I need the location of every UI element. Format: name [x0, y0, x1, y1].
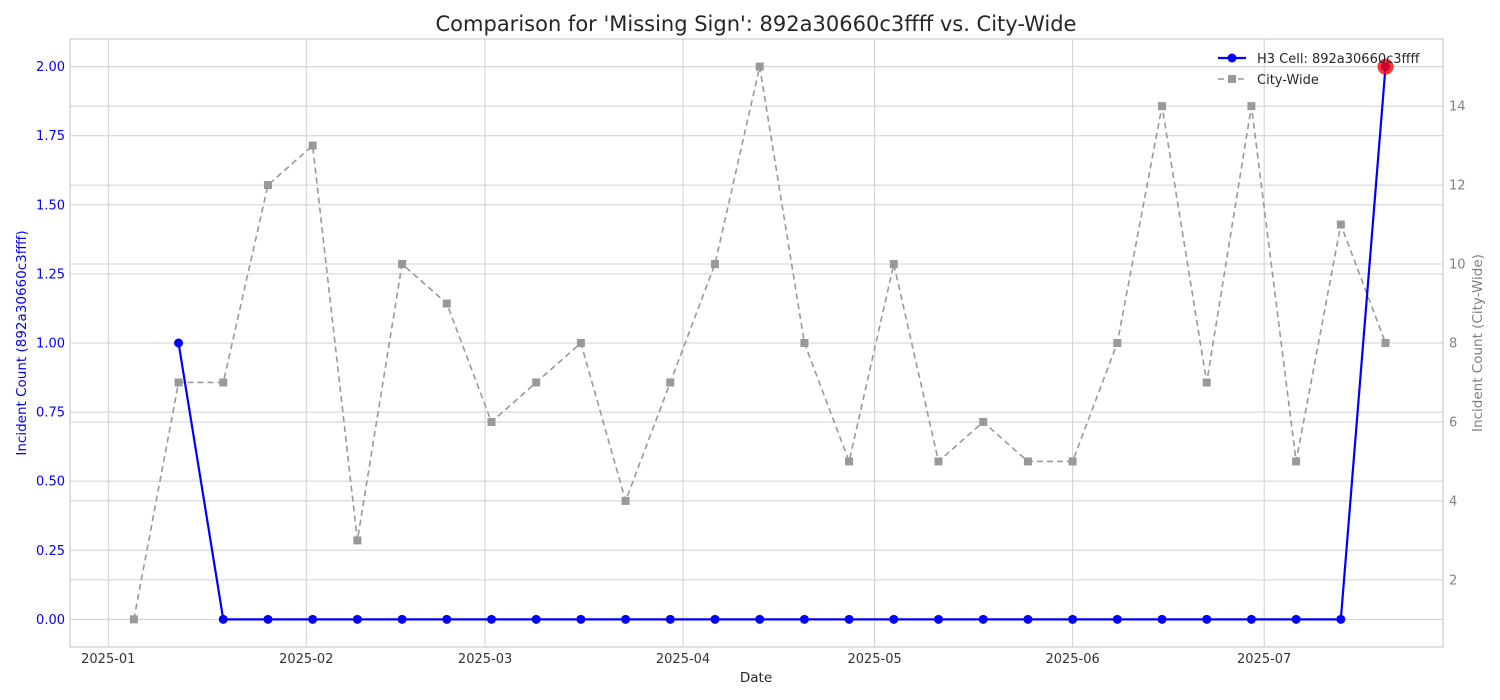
y-right-tick-label: 14	[1449, 100, 1466, 115]
legend-marker-city-wide	[1228, 75, 1236, 83]
h3-cell-point	[710, 614, 720, 624]
y-left-tick-label: 1.00	[36, 337, 65, 352]
city-wide-point	[442, 299, 451, 308]
x-tick-label: 2025-02	[279, 652, 333, 667]
y-left-tick-label: 1.25	[36, 267, 65, 282]
city-wide-point	[1023, 457, 1032, 466]
city-wide-point	[979, 417, 988, 426]
series-layer	[129, 58, 1394, 624]
y-right-tick-label: 12	[1449, 179, 1466, 194]
city-wide-point	[174, 378, 183, 387]
city-wide-point	[755, 62, 764, 71]
h3-cell-point	[889, 614, 899, 624]
y-left-tick-label: 0.00	[36, 613, 65, 628]
city-wide-point	[1113, 339, 1122, 347]
y-left-tick-label: 1.75	[36, 129, 65, 144]
h3-cell-point	[308, 614, 318, 624]
city-wide-point	[800, 339, 809, 347]
city-wide-point	[1158, 102, 1167, 111]
h3-cell-point	[263, 614, 273, 624]
city-wide-point	[487, 417, 496, 426]
city-wide-point	[666, 378, 675, 387]
city-wide-point	[263, 181, 272, 190]
h3-cell-point	[442, 614, 452, 624]
plot-frame	[69, 38, 1444, 648]
x-tick-label: 2025-07	[1237, 652, 1291, 667]
city-wide-point	[621, 496, 630, 505]
city-wide-point	[934, 457, 943, 466]
city-wide-point	[219, 378, 228, 387]
city-wide-point	[1292, 457, 1301, 466]
city-wide-point	[1068, 457, 1077, 466]
y-left-tick-label: 2.00	[36, 60, 65, 75]
legend-label-h3-cell: H3 Cell: 892a30660c3ffff	[1257, 52, 1420, 67]
tick-labels: 2025-01 2025-02 2025-03 2025-04 2025-05 2025-…	[36, 60, 1466, 667]
y-axis-right-label: Incident Count (City-Wide)	[1470, 254, 1486, 432]
x-tick-label: 2025-05	[847, 652, 901, 667]
legend-marker-h3-cell	[1227, 53, 1237, 63]
x-axis-label: Date	[740, 670, 772, 686]
h3-cell-point	[1157, 614, 1167, 624]
h3-cell-point	[844, 614, 854, 624]
series-line-h3-cell	[177, 66, 1387, 621]
h3-cell-point	[1291, 614, 1301, 624]
city-wide-point	[129, 615, 138, 624]
city-wide-point	[353, 536, 362, 545]
x-tick-label: 2025-06	[1045, 652, 1099, 667]
highlight-marker	[1377, 58, 1394, 75]
city-wide-point	[1202, 378, 1211, 387]
h3-cell-point	[1202, 614, 1212, 624]
h3-cell-point	[218, 614, 228, 624]
grid-lines	[70, 39, 1443, 647]
h3-cell-point	[934, 614, 944, 624]
h3-cell-point	[352, 614, 362, 624]
h3-cell-point	[1246, 614, 1256, 624]
x-tick-label: 2025-01	[81, 652, 135, 667]
city-wide-point	[845, 457, 854, 466]
h3-cell-point	[755, 614, 765, 624]
legend-label-city-wide: City-Wide	[1257, 73, 1319, 88]
h3-cell-point	[174, 338, 184, 348]
city-wide-point	[1381, 339, 1390, 347]
h3-cell-point	[1068, 614, 1078, 624]
city-wide-point	[576, 339, 585, 347]
h3-cell-point	[1023, 614, 1033, 624]
city-wide-point	[308, 141, 317, 150]
city-wide-point	[1247, 102, 1256, 111]
city-wide-point	[710, 260, 719, 269]
x-tick-label: 2025-04	[656, 652, 710, 667]
h3-cell-point	[486, 614, 496, 624]
h3-cell-point	[397, 614, 407, 624]
city-wide-point	[532, 378, 541, 387]
h3-cell-point	[978, 614, 988, 624]
h3-cell-point	[799, 614, 809, 624]
y-left-tick-label: 0.25	[36, 544, 65, 559]
h3-cell-point	[576, 614, 586, 624]
y-right-tick-label: 2	[1449, 573, 1457, 588]
h3-cell-point	[621, 614, 631, 624]
h3-cell-point	[665, 614, 675, 624]
y-left-tick-label: 1.50	[36, 198, 65, 213]
city-wide-point	[889, 260, 898, 269]
y-right-tick-label: 8	[1449, 337, 1457, 352]
h3-cell-point	[1112, 614, 1122, 624]
h3-cell-point	[1336, 614, 1346, 624]
y-right-tick-label: 10	[1449, 258, 1466, 273]
city-wide-point	[1336, 220, 1345, 229]
chart-title: Comparison for 'Missing Sign': 892a30660…	[436, 12, 1077, 36]
y-left-tick-label: 0.75	[36, 406, 65, 421]
y-right-tick-label: 4	[1449, 494, 1457, 509]
y-axis-left-label: Incident Count (892a30660c3ffff)	[14, 230, 30, 455]
x-tick-label: 2025-03	[458, 652, 512, 667]
legend: H3 Cell: 892a30660c3ffff City-Wide	[1218, 52, 1420, 88]
y-right-tick-label: 6	[1449, 415, 1457, 430]
y-left-tick-label: 0.50	[36, 475, 65, 490]
city-wide-point	[398, 260, 407, 269]
h3-cell-point	[531, 614, 541, 624]
